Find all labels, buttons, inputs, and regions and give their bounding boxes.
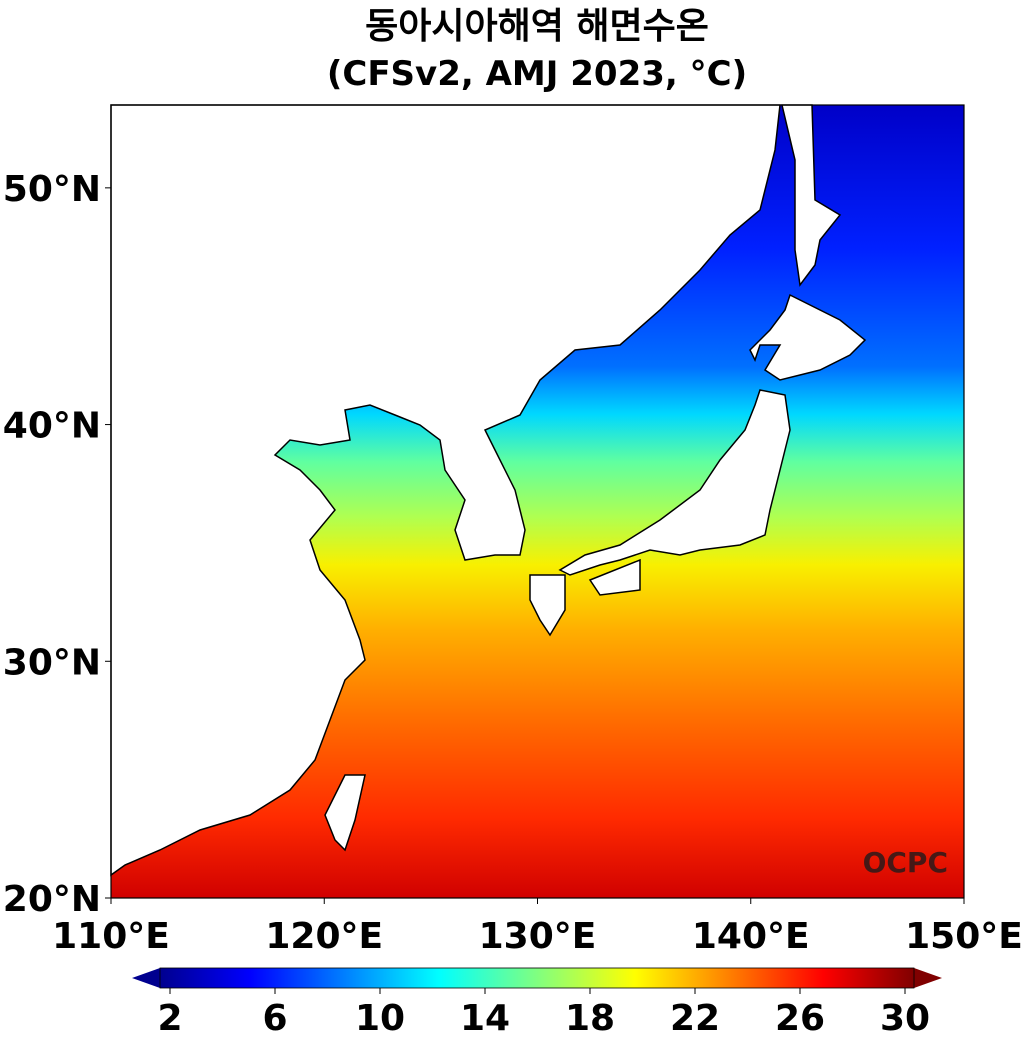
colorbar — [132, 967, 942, 989]
map: OCPC — [110, 104, 965, 899]
x-tick-label: 130°E — [479, 916, 597, 957]
land-honshu — [558, 389, 791, 576]
y-tick-label: 20°N — [3, 879, 101, 920]
colorbar-body — [159, 967, 915, 989]
title: 동아시아해역 해면수온 — [365, 6, 709, 47]
land-shikoku — [588, 558, 641, 596]
x-tick-label: 140°E — [692, 916, 810, 957]
colorbar-tick-label: 22 — [670, 998, 720, 1039]
watermark: OCPC — [863, 846, 948, 879]
colorbar-tick-label: 30 — [880, 998, 930, 1039]
colorbar-tick-label: 26 — [775, 998, 825, 1039]
colorbar-tick-label: 6 — [262, 998, 287, 1039]
x-tick-label: 150°E — [905, 916, 1023, 957]
y-tick-label: 30°N — [3, 642, 101, 683]
x-tick-label: 120°E — [265, 916, 383, 957]
subtitle: (CFSv2, AMJ 2023, °C) — [327, 54, 747, 94]
land-taiwan — [324, 774, 366, 852]
y-tick-label: 40°N — [3, 406, 101, 447]
x-tick-label: 110°E — [52, 916, 170, 957]
land-asia — [110, 104, 781, 877]
y-tick-label: 50°N — [3, 169, 101, 210]
colorbar-tick-label: 18 — [565, 998, 615, 1039]
colorbar-tick-label: 14 — [460, 998, 510, 1039]
land-kyushu — [529, 574, 566, 637]
colorbar-tick-label: 2 — [157, 998, 182, 1039]
land-hokkaido — [749, 293, 867, 381]
colorbar-extend-high — [914, 968, 942, 988]
colorbar-tick-label: 10 — [355, 998, 405, 1039]
land-sakhalin — [781, 104, 842, 287]
colorbar-extend-low — [132, 968, 160, 988]
